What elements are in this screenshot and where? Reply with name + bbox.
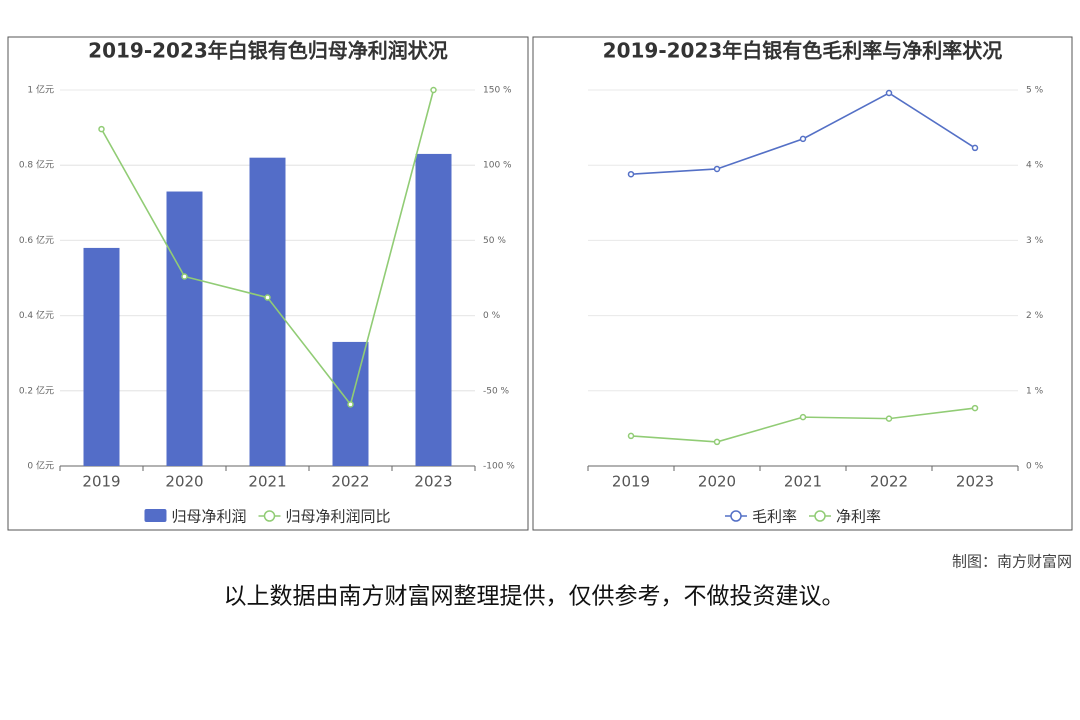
point (885, 415, 893, 422)
legend-swatch (730, 510, 742, 522)
x-tick-label: 2023 (414, 473, 452, 491)
point (627, 432, 635, 440)
x-tick-label: 2021 (248, 473, 286, 491)
x-tick-label: 2022 (331, 473, 369, 491)
legend-label: 毛利率 (752, 508, 797, 526)
y-tick-label: 0.4 亿元 (19, 309, 54, 321)
point (885, 89, 893, 97)
y-tick-label: 0.6 亿元 (19, 234, 54, 246)
y2-tick-label: 5 % (1026, 86, 1044, 96)
y2-tick-label: 0 % (483, 311, 501, 321)
x-tick-label: 2019 (82, 473, 120, 491)
y2-tick-label: 100 % (483, 161, 512, 171)
legend-label: 归母净利润 (171, 508, 246, 526)
point (98, 125, 105, 133)
x-tick-label: 2022 (870, 473, 908, 491)
chart-title: 2019-2023年白银有色归母净利润状况 (88, 39, 448, 63)
y2-tick-label: 0 % (1026, 462, 1044, 472)
y2-tick-label: 1 % (1026, 386, 1044, 396)
bar (166, 191, 203, 466)
y2-tick-label: 4 % (1026, 161, 1044, 171)
point (430, 86, 437, 94)
y2-tick-label: 2 % (1026, 311, 1044, 321)
y-tick-label: 0.2 亿元 (19, 384, 54, 396)
y2-tick-label: 50 % (483, 236, 506, 246)
bar (83, 247, 120, 466)
y2-tick-label: -50 % (483, 386, 510, 396)
y-tick-label: 0 亿元 (27, 460, 54, 472)
x-tick-label: 2023 (956, 473, 994, 491)
y2-tick-label: -100 % (483, 462, 515, 472)
bar (249, 157, 286, 466)
x-tick-label: 2020 (698, 473, 736, 491)
point (713, 165, 721, 173)
y-tick-label: 1 亿元 (27, 84, 54, 96)
point (713, 438, 721, 446)
legend-swatch (144, 509, 167, 522)
chart-title: 2019-2023年白银有色毛利率与净利率状况 (603, 39, 1003, 63)
y2-tick-label: 150 % (483, 86, 512, 96)
point (799, 413, 807, 421)
point (347, 401, 354, 408)
x-tick-label: 2020 (165, 473, 203, 491)
point (627, 170, 635, 178)
point (971, 144, 979, 152)
y2-tick-label: 3 % (1026, 236, 1044, 246)
legend-swatch (263, 510, 276, 522)
y-tick-label: 0.8 亿元 (19, 159, 54, 171)
x-tick-label: 2019 (612, 473, 650, 491)
x-tick-label: 2021 (784, 473, 822, 491)
point (971, 404, 979, 412)
point (264, 294, 271, 301)
right-panel (532, 36, 1073, 531)
point (799, 135, 807, 143)
disclaimer: 以上数据由南方财富网整理提供，仅供参考，不做投资建议。 (224, 584, 845, 610)
bar (415, 153, 452, 467)
credit: 制图：南方财富网 (952, 553, 1072, 571)
legend-swatch (814, 510, 826, 522)
legend-label: 归母净利润同比 (286, 508, 391, 526)
legend-label: 净利率 (836, 508, 881, 526)
point (181, 273, 188, 280)
